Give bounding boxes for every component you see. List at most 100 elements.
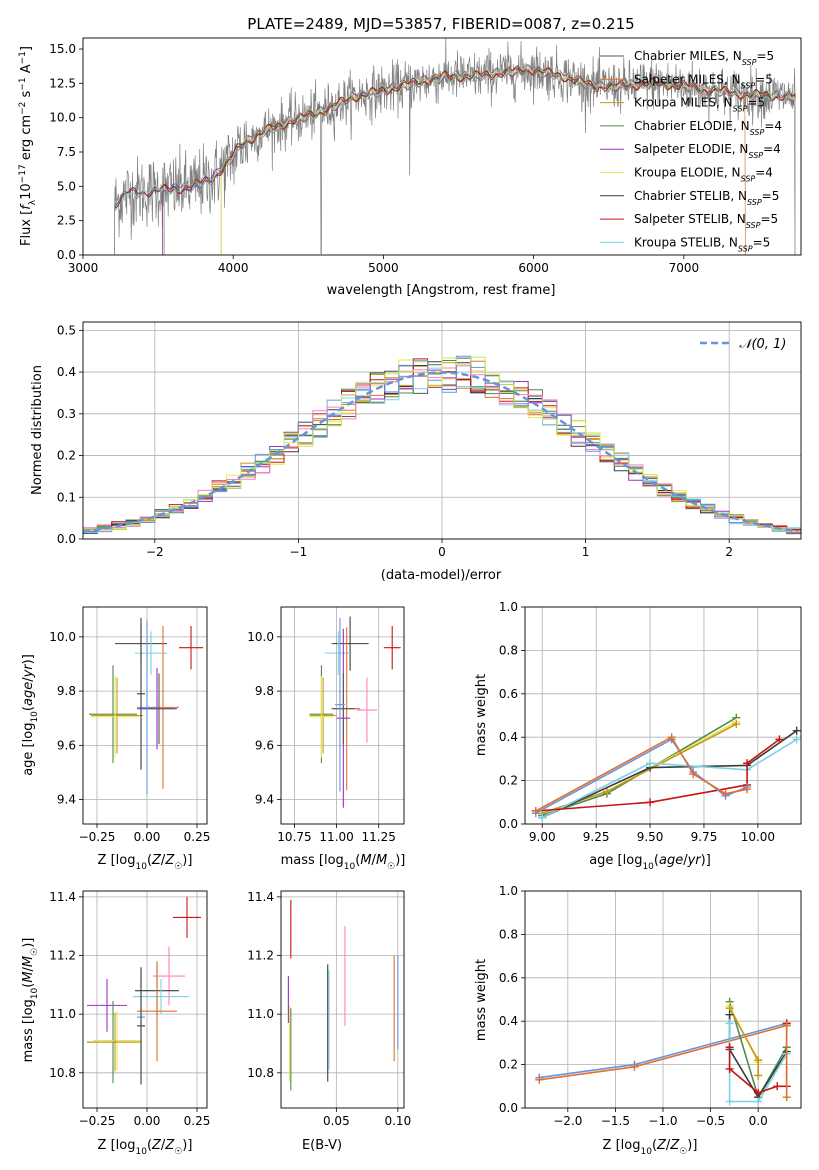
- spectrum-ticks: 3000 4000 5000 6000 7000 0.0 2.5 5.0 7.5 10.0 12.5…: [49, 42, 699, 275]
- legend-label: Kroupa STELIB, NSSP=5: [634, 235, 770, 253]
- y-tick-label: 0.8: [499, 643, 518, 657]
- axes-frame: [82, 606, 208, 825]
- y-tick-label: 0.4: [499, 1014, 518, 1028]
- mass-weight-point-marker: [792, 726, 801, 735]
- y-tick-label: 0.0: [57, 248, 76, 262]
- y-tick-label: 11.4: [49, 890, 76, 904]
- x-tick-label: 0.05: [323, 1114, 350, 1128]
- y-tick-label: 0.2: [57, 449, 76, 463]
- mass-weight-point-marker: [743, 759, 752, 768]
- axes-frame: [82, 321, 802, 540]
- x-tick-label: 0.10: [384, 1114, 411, 1128]
- y-tick-label: 1.0: [499, 884, 518, 898]
- mass-vs-Z-plot-area: [87, 896, 201, 1085]
- spectrum-title: PLATE=2489, MJD=53857, FIBERID=0087, z=0…: [247, 15, 634, 33]
- legend-label: Kroupa ELODIE, NSSP=4: [634, 166, 773, 184]
- errorbar-point: [91, 676, 139, 758]
- model-spectrum-line: [114, 64, 796, 255]
- y-tick-label: 11.0: [49, 1007, 76, 1021]
- y-tick-label: 0.8: [499, 927, 518, 941]
- mass-weight-point-marker: [732, 720, 741, 729]
- age-vs-Z-plot-area: [89, 617, 203, 795]
- mass-vs-Z-ylabel: mass [log10(M/M☉)]: [21, 938, 40, 1063]
- x-tick-label: 0.00: [134, 830, 161, 844]
- x-tick-label: 6000: [518, 261, 549, 275]
- y-tick-label: 0.0: [57, 532, 76, 546]
- legend-label: Salpeter MILES, NSSP=5: [634, 72, 773, 90]
- mass-weight-point-marker: [725, 1043, 734, 1052]
- y-tick-label: 0.6: [499, 971, 518, 985]
- mass-vs-Z-xlabel: Z [log10(Z/Z☉)]: [98, 1138, 193, 1157]
- y-tick-label: 10.8: [247, 1066, 274, 1080]
- y-tick-label: 0.2: [499, 1058, 518, 1072]
- y-tick-label: 11.2: [247, 949, 274, 963]
- mass-weight-point-marker: [538, 813, 547, 822]
- legend-label: Chabrier ELODIE, NSSP=4: [634, 119, 782, 137]
- mass-weight-point-marker: [754, 1097, 763, 1106]
- mass-weight-point-marker: [782, 1093, 791, 1102]
- x-tick-label: 4000: [218, 261, 249, 275]
- weight-vs-Z-ticks: −2.0 −1.5 −1.0 −0.5 0.0 0.0 0.2 0.4 0.6 0.8 1.0: [499, 884, 801, 1128]
- errorbar-point: [133, 978, 189, 1015]
- y-tick-label: 11.2: [49, 949, 76, 963]
- errorbar-point: [135, 631, 167, 675]
- y-tick-label: 10.8: [49, 1066, 76, 1080]
- y-tick-label: 0.2: [499, 774, 518, 788]
- normal-distribution-curve: [83, 371, 799, 533]
- mass-weight-point-marker: [689, 770, 698, 779]
- x-tick-label: −2.0: [553, 1114, 582, 1128]
- x-tick-label: 0: [438, 545, 446, 559]
- mass-weight-point-marker: [754, 1071, 763, 1080]
- y-tick-label: 1.0: [499, 600, 518, 614]
- mass-weight-point-marker: [775, 735, 784, 744]
- mass-weight-point-marker: [754, 1056, 763, 1065]
- weight-vs-Z-panel: Z [log10(Z/Z☉)] mass weight −2.0 −1.5 −1.0…: [474, 884, 802, 1157]
- errorbar-point: [137, 967, 145, 1085]
- errorbar-point: [137, 617, 145, 770]
- model-spectrum-line: [114, 65, 796, 255]
- x-tick-label: 11.00: [319, 830, 353, 844]
- y-tick-label: 0.1: [57, 490, 76, 504]
- age-vs-mass-xlabel: mass [log10(M/M☉)]: [281, 853, 406, 872]
- y-tick-label: 0.3: [57, 407, 76, 421]
- spectrum-panel: PLATE=2489, MJD=53857, FIBERID=0087, z=0…: [18, 15, 802, 298]
- age-vs-mass-ticks: 10.75 11.00 11.25 9.4 9.6 9.8 10.0: [247, 607, 404, 844]
- errorbar-point: [137, 961, 177, 1062]
- errorbar-point: [87, 978, 127, 1032]
- y-tick-label: 7.5: [57, 145, 76, 159]
- legend-label: Salpeter ELODIE, NSSP=4: [634, 142, 781, 160]
- model-spectrum-line: [162, 64, 796, 255]
- errorbar-point: [334, 617, 346, 792]
- mass-weight-point-marker: [792, 735, 801, 744]
- mass-weight-point-marker: [773, 1082, 782, 1091]
- age-vs-Z-ylabel: age [log10(age/yr)]: [21, 654, 40, 776]
- errorbar-point: [356, 677, 378, 743]
- y-tick-label: 9.6: [57, 738, 76, 752]
- age-vs-mass-plot-area: [309, 616, 401, 808]
- spectrum-xlabel: wavelength [Angstrom, rest frame]: [327, 283, 556, 298]
- weight-vs-Z-xlabel: Z [log10(Z/Z☉)]: [603, 1138, 698, 1157]
- axes-frame: [82, 37, 802, 256]
- errorbar-point: [383, 625, 401, 670]
- mass-vs-Z-panel: Z [log10(Z/Z☉)] mass [log10(M/M☉)] −0.25…: [21, 890, 210, 1157]
- errorbar-point: [331, 673, 356, 744]
- mass-weight-point-marker: [630, 1062, 639, 1071]
- mass-vs-Z-ticks: −0.25 0.00 0.25 10.8 11.0 11.2 11.4: [49, 890, 210, 1128]
- residuals-legend: 𝒩(0, 1): [700, 337, 786, 352]
- age-vs-mass-panel: mass [log10(M/M☉)] 10.75 11.00 11.25 9.4 9.6…: [247, 606, 406, 872]
- errorbar-point: [309, 676, 334, 758]
- x-tick-label: −1: [290, 545, 308, 559]
- mass-weight-point-marker: [743, 785, 752, 794]
- mass-weight-point-marker: [725, 1064, 734, 1073]
- x-tick-label: 0.00: [134, 1114, 161, 1128]
- errorbar-point: [173, 896, 201, 938]
- y-tick-label: 0.0: [499, 1101, 518, 1115]
- y-tick-label: 9.4: [255, 793, 274, 807]
- y-tick-label: 11.4: [247, 890, 274, 904]
- y-tick-label: 12.5: [49, 76, 76, 90]
- weight-vs-age-xlabel: age [log10(age/yr)]: [589, 853, 711, 872]
- y-tick-label: 0.0: [499, 817, 518, 831]
- mass-weight-point-marker: [725, 1097, 734, 1106]
- mass-weight-point-marker: [531, 806, 540, 815]
